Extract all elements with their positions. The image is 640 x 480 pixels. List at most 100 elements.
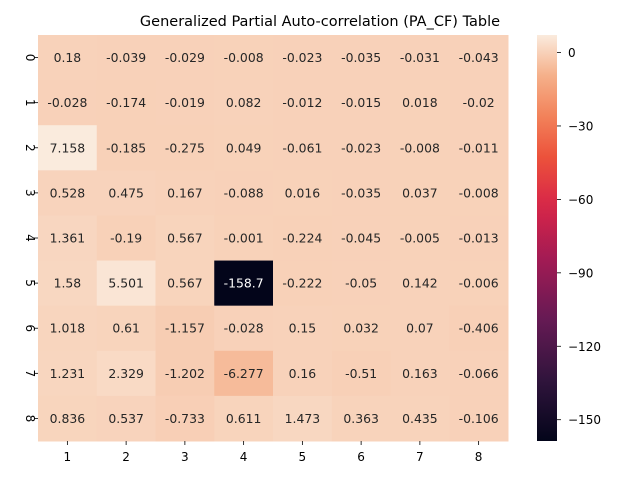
heatmap-cell [155, 80, 215, 126]
heatmap-cell [214, 350, 274, 397]
heatmap-cell [273, 35, 333, 81]
heatmap-cell [38, 80, 98, 126]
heatmap-cell [331, 215, 391, 262]
cell-value-label: 0.567 [167, 231, 202, 246]
heatmap-cell [155, 260, 215, 307]
y-tick-label: 0 [23, 54, 37, 62]
cell-value-label: -0.088 [224, 185, 264, 200]
cell-value-label: -0.222 [282, 276, 322, 291]
heatmap-cell [155, 305, 215, 352]
colorbar-tick-label: −120 [568, 340, 601, 354]
cell-value-label: -0.061 [282, 140, 322, 155]
cell-value-label: -0.019 [165, 95, 205, 110]
y-tick-label: 8 [23, 415, 37, 423]
cell-value-label: -0.029 [165, 50, 205, 65]
cell-value-label: -0.008 [459, 185, 499, 200]
heatmap-cell [273, 125, 333, 171]
heatmap-cell [390, 350, 450, 397]
cell-value-label: 0.032 [343, 321, 378, 336]
cell-value-label: 0.082 [226, 95, 261, 110]
heatmap-cell [449, 305, 509, 352]
heatmap-cell [331, 125, 391, 171]
x-tick-label: 1 [64, 450, 72, 464]
cell-value-label: -0.028 [224, 321, 264, 336]
cell-value-label: -6.277 [224, 366, 264, 381]
cell-value-label: -0.066 [459, 366, 499, 381]
heatmap-cell [155, 350, 215, 397]
cell-value-label: -0.733 [165, 411, 205, 426]
heatmap-cell [96, 215, 156, 262]
cell-value-label: -0.02 [463, 95, 495, 110]
cell-value-label: -0.224 [282, 231, 322, 246]
cell-value-label: 0.836 [50, 411, 86, 426]
heatmap-cell [273, 350, 333, 397]
colorbar: 0 −30 −60 −90 −120 −150 [537, 35, 601, 441]
heatmap-cell [273, 80, 333, 126]
heatmap-cell [273, 260, 333, 307]
y-tick-label: 3 [23, 189, 37, 197]
cell-value-label: -1.202 [165, 366, 205, 381]
colorbar-tick-label: 0 [568, 46, 576, 60]
cell-value-label: 2.329 [108, 366, 144, 381]
cell-value-label: -0.008 [224, 50, 264, 65]
cell-value-label: -0.035 [341, 185, 381, 200]
x-tick-label: 2 [122, 450, 130, 464]
heatmap-cell [38, 395, 98, 442]
cell-value-label: 0.18 [54, 50, 82, 65]
cell-value-label: -0.51 [345, 366, 377, 381]
heatmap-cell [390, 125, 450, 171]
y-tick-label: 4 [23, 234, 37, 242]
heatmap-cell [96, 125, 156, 171]
x-tick-label: 5 [299, 450, 307, 464]
heatmap-cell [331, 80, 391, 126]
heatmap-cell [155, 170, 215, 216]
colorbar-tick-label: −30 [568, 119, 593, 133]
cell-value-label: 0.037 [402, 185, 437, 200]
heatmap-cell [273, 170, 333, 216]
heatmap-cell [390, 395, 450, 442]
cell-value-label: -0.013 [459, 231, 499, 246]
cell-value-label: 1.018 [50, 321, 86, 336]
colorbar-tick-label: −90 [568, 266, 593, 280]
cell-value-label: 0.528 [50, 185, 86, 200]
heatmap-cell [96, 395, 156, 442]
cell-value-label: -158.7 [224, 276, 264, 291]
heatmap-cell [214, 125, 274, 171]
y-tick-label: 6 [23, 324, 37, 332]
heatmap-cell [390, 170, 450, 216]
x-tick-label: 6 [357, 450, 365, 464]
heatmap-cell [273, 215, 333, 262]
colorbar-tick-label: −150 [568, 413, 601, 427]
cell-value-label: -0.05 [345, 276, 377, 291]
heatmap-cell [155, 215, 215, 262]
heatmap-cell [449, 215, 509, 262]
x-tick-label: 8 [475, 450, 483, 464]
cell-value-label: -0.015 [341, 95, 381, 110]
x-axis-ticks: 1 2 3 4 5 6 7 8 [64, 441, 483, 464]
colorbar-gradient [537, 35, 557, 441]
x-tick-label: 7 [416, 450, 424, 464]
heatmap-cell-labels: 0.18 -0.039 -0.029 -0.008 -0.023 -0.035 -0.031… [47, 50, 498, 426]
cell-value-label: -0.275 [165, 140, 205, 155]
heatmap-cell [449, 395, 509, 442]
cell-value-label: 7.158 [50, 140, 86, 155]
cell-value-label: 0.167 [167, 185, 202, 200]
cell-value-label: -0.406 [459, 321, 499, 336]
heatmap-cell [449, 260, 509, 307]
cell-value-label: -1.157 [165, 321, 205, 336]
heatmap-cell [273, 395, 333, 442]
heatmap-cell [38, 125, 98, 171]
cell-value-label: -0.005 [400, 231, 440, 246]
cell-value-label: -0.106 [459, 411, 499, 426]
heatmap-cell [449, 170, 509, 216]
heatmap-cell [449, 80, 509, 126]
cell-value-label: -0.006 [459, 276, 499, 291]
heatmap-cell [331, 170, 391, 216]
cell-value-label: -0.011 [459, 140, 499, 155]
heatmap-cell [449, 35, 509, 81]
cell-value-label: 1.361 [50, 231, 85, 246]
cell-value-label: 0.16 [289, 366, 317, 381]
cell-value-label: 0.07 [406, 321, 434, 336]
heatmap-cell [38, 170, 98, 216]
